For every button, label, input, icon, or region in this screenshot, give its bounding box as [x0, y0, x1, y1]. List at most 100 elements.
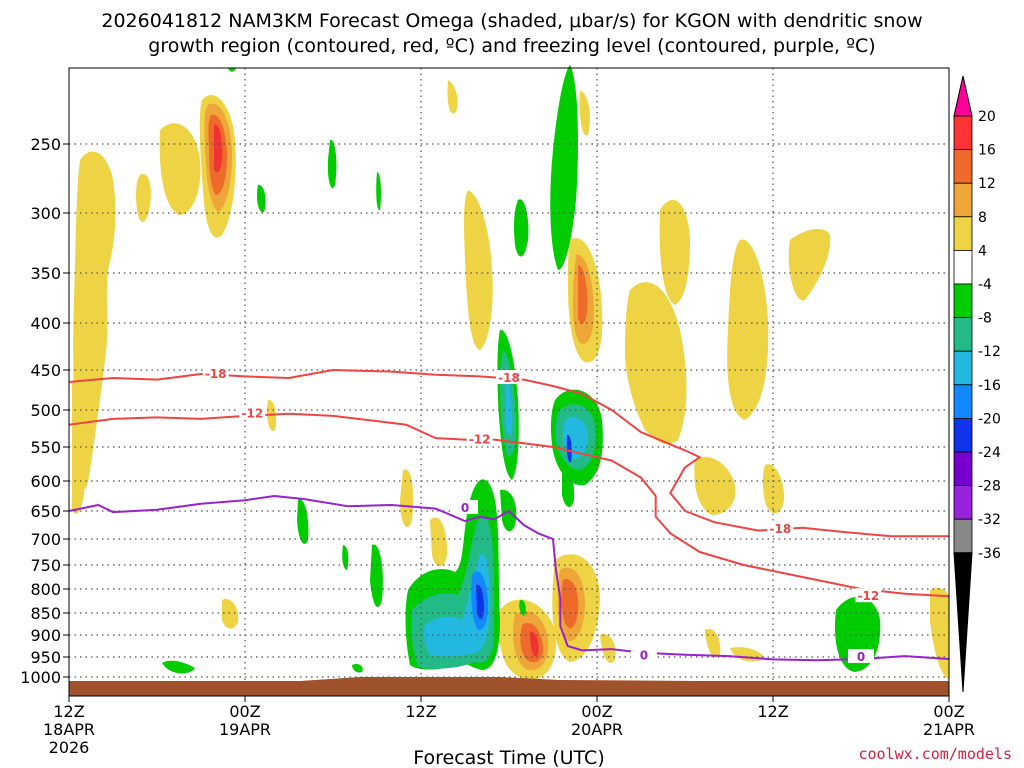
omega-region-pos-3	[159, 123, 201, 215]
colorbar-swatch	[953, 317, 973, 352]
colorbar-swatch	[953, 115, 973, 150]
colorbar-swatch	[953, 451, 973, 486]
omega-region-neg-17	[352, 663, 363, 673]
omega-region-pos-31	[214, 124, 223, 173]
omega-region-neg-27	[566, 434, 572, 463]
colorbar-top-arrow	[953, 75, 973, 117]
omega-region-pos-6	[464, 190, 493, 350]
colorbar-swatch	[953, 182, 973, 218]
contour-label: -12	[469, 433, 491, 447]
omega-region-neg-26	[476, 584, 484, 620]
colorbar-label: -36	[978, 546, 1001, 562]
colorbar-swatch	[953, 417, 973, 453]
contour-label-bg	[630, 647, 657, 662]
colorbar-label: 4	[978, 243, 987, 259]
y-tick-label: 500	[30, 401, 61, 420]
omega-region-neg-4	[256, 184, 266, 213]
omega-region-pos-4	[136, 174, 151, 222]
x-tick-label: 20APR	[571, 720, 623, 739]
contour-label: -12	[857, 589, 879, 603]
y-tick-label: 400	[30, 314, 61, 333]
omega-region-pos-10	[659, 200, 690, 305]
omega-region-pos-18	[430, 517, 448, 567]
x-tick-label: 00Z	[581, 702, 612, 721]
contour-label-bg	[496, 370, 522, 384]
y-tick-label: 850	[30, 604, 61, 623]
y-tick-label: 300	[30, 204, 61, 223]
contour-label-bg	[202, 366, 229, 380]
x-tick-label: 18APR	[43, 720, 95, 739]
y-tick-label: 650	[30, 502, 61, 521]
y-tick-label: 250	[30, 135, 61, 154]
contour-label-bg	[239, 405, 266, 420]
contour-label: 0	[461, 501, 469, 515]
y-tick-label: 800	[30, 580, 61, 599]
omega-region-neg-1	[550, 65, 578, 270]
x-tick-label: 12Z	[757, 702, 788, 721]
chart-title-line2: growth region (contoured, red, ºC) and f…	[148, 35, 875, 57]
omega-region-pos-22	[705, 629, 721, 658]
y-tick-label: 450	[30, 361, 61, 380]
contour-label: -18	[205, 367, 227, 381]
colorbar-swatch	[953, 518, 973, 554]
credit-text: coolwx.com/models	[858, 745, 1012, 763]
x-tick-label: 21APR	[923, 720, 975, 739]
y-tick-label: 950	[30, 648, 61, 667]
colorbar-label: -4	[978, 277, 992, 293]
colorbar-swatch	[953, 149, 973, 184]
contour-label-bg	[767, 520, 794, 535]
contour-label-bg	[466, 431, 493, 446]
omega-region-neg-9	[562, 469, 575, 507]
omega-region-neg-6	[228, 68, 236, 72]
colorbar-label: 12	[978, 176, 996, 192]
contour-label-bg	[848, 649, 874, 663]
colorbar: 20 16 12 8 4 -4 -8 -12 -16 -20 -24 -28 -32 -36	[953, 75, 1001, 693]
omega-region-neg-2	[514, 199, 529, 257]
contour-label: 0	[857, 650, 865, 664]
omega-region-neg-13	[370, 544, 383, 608]
omega-region-pos-34	[530, 631, 539, 657]
omega-region-neg-5	[376, 172, 381, 211]
colorbar-label: 16	[978, 143, 996, 159]
x-tick-label: 00Z	[229, 702, 260, 721]
colorbar-label: -16	[978, 378, 1001, 394]
omega-region-neg-15	[162, 660, 195, 674]
ground-terrain-top	[69, 677, 949, 685]
y-tick-label: 1000	[20, 668, 61, 687]
colorbar-label: -32	[978, 512, 1001, 528]
omega-region-pos-2	[72, 380, 87, 514]
y-axis: 250 300 350 400 450 500 550 600 650 700 750 800 850 9…	[20, 135, 69, 687]
y-tick-label: 600	[30, 472, 61, 491]
x-tick-label: 00Z	[933, 702, 964, 721]
contour-lines: -18 -18 -18 -12 -12 -12 0 0 0	[68, 366, 950, 664]
omega-region-neg-3	[327, 139, 337, 189]
x-tick-label: 2026	[49, 738, 90, 757]
x-tick-label: 12Z	[405, 702, 436, 721]
y-tick-label: 900	[30, 626, 61, 645]
colorbar-label: -12	[978, 344, 1001, 360]
omega-region-neg-18	[519, 599, 526, 616]
colorbar-swatch	[953, 249, 973, 285]
colorbar-label: 20	[978, 109, 996, 125]
colorbar-bottom-arrow	[953, 552, 973, 693]
contour-label: -18	[769, 522, 791, 536]
chart-title-line1: 2026041812 NAM3KM Forecast Omega (shaded…	[101, 10, 922, 32]
y-tick-label: 700	[30, 530, 61, 549]
omega-region-neg-14	[342, 545, 349, 570]
contour-label: -12	[241, 407, 263, 421]
colorbar-swatch	[953, 384, 973, 419]
omega-region-pos-35	[561, 579, 579, 629]
colorbar-label: -24	[978, 445, 1001, 461]
colorbar-swatch	[953, 485, 973, 520]
contour-label-bg	[855, 588, 882, 603]
y-tick-label: 550	[30, 438, 61, 457]
contour-line	[68, 495, 950, 662]
colorbar-label: -20	[978, 411, 1001, 427]
omega-region-pos-7	[447, 80, 458, 114]
x-tick-label: 19APR	[219, 720, 271, 739]
colorbar-label: -8	[978, 311, 992, 327]
contour-label: -18	[498, 371, 520, 385]
x-axis-label: Forecast Time (UTC)	[413, 747, 604, 768]
